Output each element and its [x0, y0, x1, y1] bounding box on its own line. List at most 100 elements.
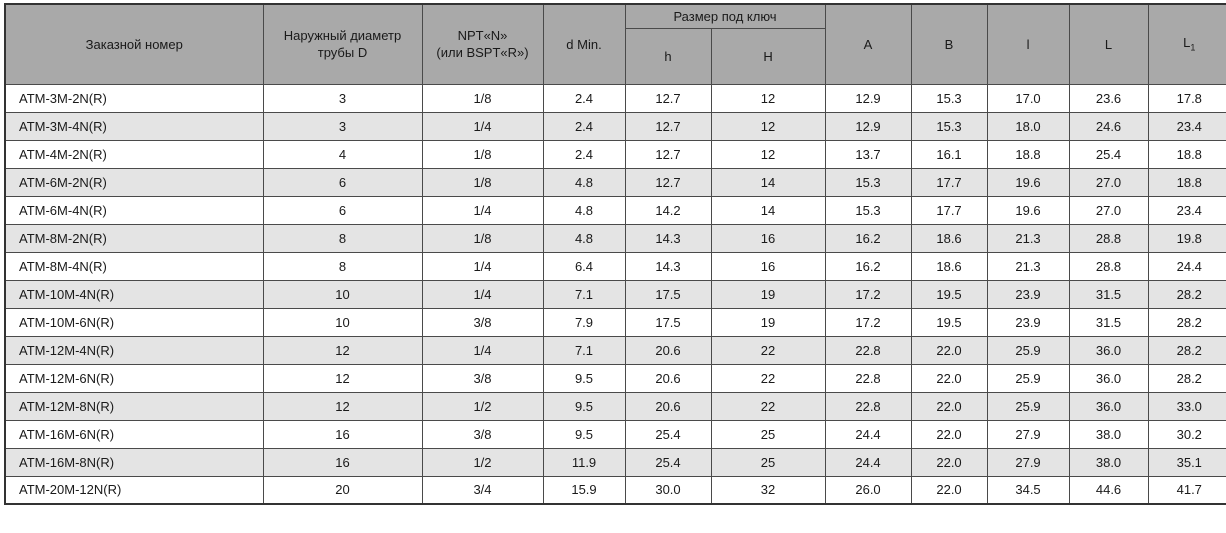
dimension-value-cell: 24.4: [1147, 251, 1226, 281]
dimension-value-cell: 3: [262, 83, 423, 113]
table-row: ATM-12M-4N(R) 12 1/4 7.1 20.6 22 22.8 22.0 25.9 3…: [4, 335, 1226, 365]
dimension-value-cell: 4: [262, 139, 423, 169]
dimension-value-cell: 36.0: [1068, 335, 1149, 365]
dimension-value-cell: 14.3: [624, 251, 712, 281]
dimension-value-cell: 15.3: [824, 195, 912, 225]
dimension-value-cell: 15.3: [824, 167, 912, 197]
dimension-value-cell: 12: [710, 111, 826, 141]
order-number-cell: ATM-4M-2N(R): [4, 139, 264, 169]
dimension-value-cell: 2.4: [542, 111, 626, 141]
dimension-value-cell: 25.9: [986, 391, 1070, 421]
table-row: ATM-3M-4N(R) 3 1/4 2.4 12.7 12 12.9 15.3 18.0 24.…: [4, 111, 1226, 141]
dimension-value-cell: 1/8: [421, 139, 544, 169]
dimension-value-cell: 1/8: [421, 167, 544, 197]
dimension-value-cell: 21.3: [986, 251, 1070, 281]
dimension-value-cell: 22: [710, 391, 826, 421]
dimension-value-cell: 25: [710, 447, 826, 477]
dimension-value-cell: 12: [262, 335, 423, 365]
dimension-value-cell: 22.0: [910, 419, 988, 449]
table-row: ATM-16M-8N(R) 16 1/2 11.9 25.4 25 24.4 22.0 27.9…: [4, 447, 1226, 477]
col-header-order-number: Заказной номер: [4, 3, 264, 85]
dimension-value-cell: 23.4: [1147, 195, 1226, 225]
dimension-value-cell: 13.7: [824, 139, 912, 169]
col-header-pipe-diameter: Наружный диаметр трубы D: [262, 3, 423, 85]
dimension-value-cell: 11.9: [542, 447, 626, 477]
dimension-value-cell: 8: [262, 251, 423, 281]
dimension-value-cell: 34.5: [986, 475, 1070, 505]
dimension-value-cell: 17.5: [624, 307, 712, 337]
dimension-value-cell: 1/2: [421, 447, 544, 477]
dimension-value-cell: 17.7: [910, 195, 988, 225]
dimension-value-cell: 28.2: [1147, 307, 1226, 337]
table-header: Заказной номер Наружный диаметр трубы D …: [4, 3, 1226, 85]
table-row: ATM-10M-4N(R) 10 1/4 7.1 17.5 19 17.2 19.5 23.9 3…: [4, 279, 1226, 309]
table-row: ATM-6M-4N(R) 6 1/4 4.8 14.2 14 15.3 17.7 19.6 27.…: [4, 195, 1226, 225]
dimension-value-cell: 25.9: [986, 363, 1070, 393]
dimension-value-cell: 12: [710, 83, 826, 113]
dimension-value-cell: 18.6: [910, 223, 988, 253]
dimension-value-cell: 6: [262, 167, 423, 197]
dimension-value-cell: 10: [262, 279, 423, 309]
order-number-cell: ATM-10M-6N(R): [4, 307, 264, 337]
dimension-value-cell: 17.8: [1147, 83, 1226, 113]
dimension-value-cell: 32: [710, 475, 826, 505]
dimension-value-cell: 2.4: [542, 139, 626, 169]
dimension-value-cell: 19: [710, 279, 826, 309]
dimension-value-cell: 2.4: [542, 83, 626, 113]
order-number-cell: ATM-3M-2N(R): [4, 83, 264, 113]
table-row: ATM-8M-4N(R) 8 1/4 6.4 14.3 16 16.2 18.6 21.3 28.…: [4, 251, 1226, 281]
table-row: ATM-8M-2N(R) 8 1/8 4.8 14.3 16 16.2 18.6 21.3 28.…: [4, 223, 1226, 253]
dimension-value-cell: 25.4: [624, 447, 712, 477]
header-row-sub: h H: [5, 27, 1226, 85]
dimension-value-cell: 14.2: [624, 195, 712, 225]
dimension-value-cell: 23.9: [986, 307, 1070, 337]
table-row: ATM-3M-2N(R) 3 1/8 2.4 12.7 12 12.9 15.3 17.0 23.…: [4, 83, 1226, 113]
col-header-thread-size: NPT«N» (или BSPT«R»): [421, 3, 544, 85]
dimension-value-cell: 18.0: [986, 111, 1070, 141]
dimension-value-cell: 31.5: [1068, 307, 1149, 337]
dimension-value-cell: 26.0: [824, 475, 912, 505]
dimension-value-cell: 1/4: [421, 335, 544, 365]
dimension-value-cell: 16.2: [824, 223, 912, 253]
col-header-b: B: [910, 3, 988, 85]
dimension-value-cell: 25.4: [624, 419, 712, 449]
l1-base: L: [1183, 35, 1191, 51]
dimension-value-cell: 3/4: [421, 475, 544, 505]
dimension-value-cell: 14: [710, 167, 826, 197]
dimension-value-cell: 21.3: [986, 223, 1070, 253]
dimension-value-cell: 27.9: [986, 447, 1070, 477]
dimension-value-cell: 3/8: [421, 419, 544, 449]
order-number-cell: ATM-3M-4N(R): [4, 111, 264, 141]
fitting-dimensions-table: Заказной номер Наружный диаметр трубы D …: [4, 3, 1226, 505]
dimension-value-cell: 22.0: [910, 391, 988, 421]
dimension-value-cell: 3: [262, 111, 423, 141]
dimension-value-cell: 23.9: [986, 279, 1070, 309]
dimension-value-cell: 22.8: [824, 335, 912, 365]
dimension-value-cell: 16: [262, 447, 423, 477]
dimension-value-cell: 28.2: [1147, 335, 1226, 365]
dimension-value-cell: 25.4: [1068, 139, 1149, 169]
dimension-value-cell: 20: [262, 475, 423, 505]
dimension-value-cell: 19.5: [910, 279, 988, 309]
dimension-value-cell: 18.8: [1147, 139, 1226, 169]
dimension-value-cell: 44.6: [1068, 475, 1149, 505]
dimension-value-cell: 7.1: [542, 279, 626, 309]
dimension-value-cell: 18.8: [1147, 167, 1226, 197]
dimension-value-cell: 17.2: [824, 279, 912, 309]
dimension-value-cell: 12.7: [624, 139, 712, 169]
dimension-value-cell: 30.0: [624, 475, 712, 505]
table-row: ATM-20M-12N(R) 20 3/4 15.9 30.0 32 26.0 22.0 34.…: [4, 475, 1226, 505]
dimension-value-cell: 7.1: [542, 335, 626, 365]
col-header-h-lower: h: [624, 27, 712, 85]
dimension-value-cell: 25: [710, 419, 826, 449]
dimension-value-cell: 12: [262, 391, 423, 421]
dimension-value-cell: 19.6: [986, 195, 1070, 225]
dimension-value-cell: 4.8: [542, 167, 626, 197]
dimension-value-cell: 22: [710, 363, 826, 393]
dimension-value-cell: 1/8: [421, 83, 544, 113]
dimension-value-cell: 23.4: [1147, 111, 1226, 141]
dimension-value-cell: 3/8: [421, 307, 544, 337]
dimension-value-cell: 22.8: [824, 363, 912, 393]
dimension-value-cell: 12.9: [824, 83, 912, 113]
dimension-value-cell: 4.8: [542, 223, 626, 253]
